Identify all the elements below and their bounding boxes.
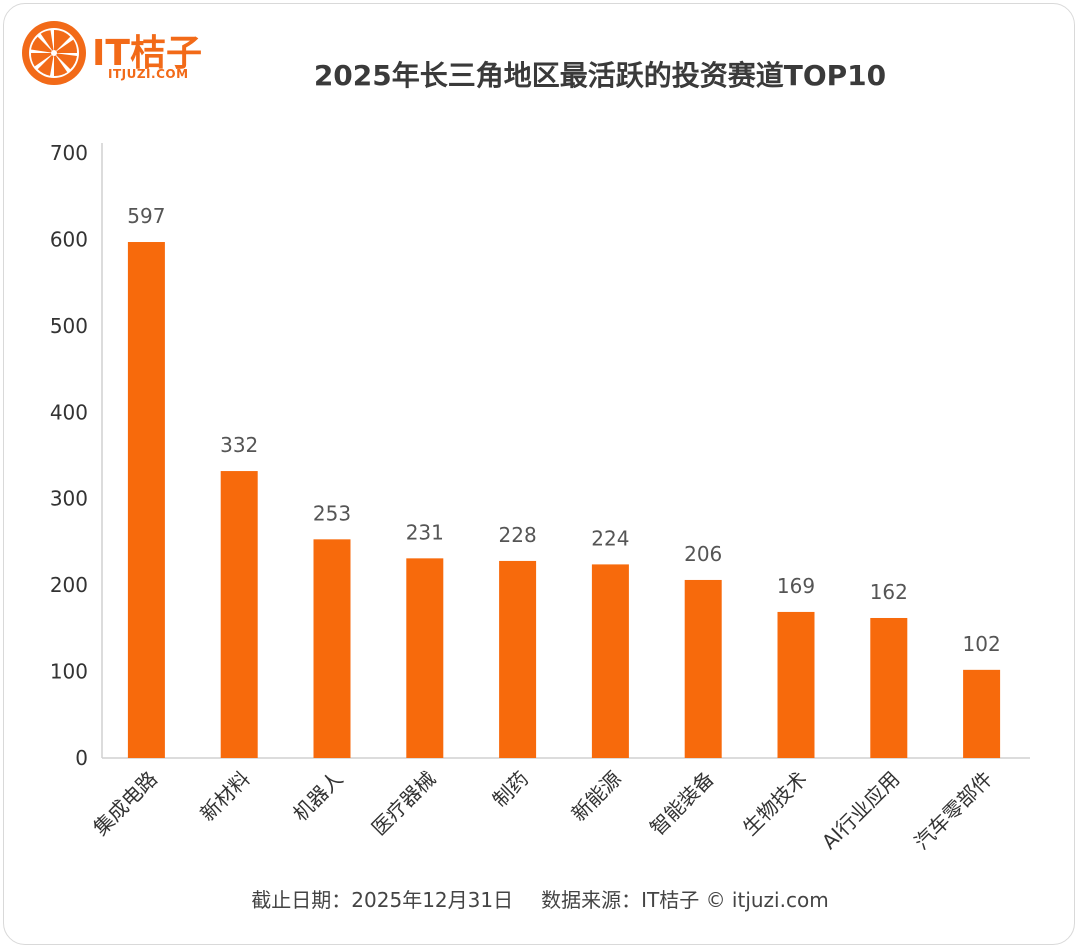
- data-label: 597: [127, 204, 165, 228]
- bar: [870, 617, 908, 758]
- brand-url: ITJUZI.COM: [108, 67, 189, 81]
- y-tick-label: 200: [50, 573, 88, 597]
- data-label: 206: [684, 542, 722, 566]
- bar: [220, 471, 258, 758]
- footer-source: 数据来源：IT桔子 © itjuzi.com: [541, 888, 829, 912]
- bar: [963, 669, 1001, 758]
- footer-date: 截止日期：2025年12月31日: [251, 888, 514, 912]
- x-tick-label: 新能源: [567, 767, 626, 826]
- bar: [313, 539, 351, 758]
- bar: [777, 611, 815, 758]
- data-label: 332: [220, 433, 258, 457]
- bar: [499, 560, 537, 758]
- x-tick-label: 汽车零部件: [909, 767, 997, 855]
- x-tick-label: 生物技术: [738, 767, 812, 841]
- chart-title: 2025年长三角地区最活跃的投资赛道TOP10: [313, 59, 887, 92]
- x-tick-label: 新材料: [195, 767, 254, 826]
- x-tick-label: 智能装备: [645, 767, 719, 841]
- data-label: 102: [963, 632, 1001, 656]
- y-tick-label: 400: [50, 400, 88, 424]
- orange-slice-icon: [22, 21, 86, 85]
- bar: [127, 242, 165, 758]
- bar: [684, 579, 722, 758]
- y-tick-label: 700: [50, 141, 88, 165]
- data-label: 162: [870, 580, 908, 604]
- x-tick-label: 制药: [488, 767, 533, 812]
- chart-footer: 截止日期：2025年12月31日 数据来源：IT桔子 © itjuzi.com: [0, 884, 1080, 913]
- x-tick-label: 机器人: [288, 767, 347, 826]
- y-tick-label: 600: [50, 227, 88, 251]
- data-label: 224: [591, 526, 629, 550]
- y-tick-label: 0: [75, 746, 88, 770]
- bar: [406, 558, 444, 758]
- bar: [591, 564, 629, 758]
- chart-card: [3, 3, 1075, 945]
- brand-name: IT桔子: [92, 33, 202, 74]
- y-tick-label: 100: [50, 660, 88, 684]
- x-tick-label: 医疗器械: [367, 767, 441, 841]
- data-label: 228: [499, 523, 537, 547]
- data-label: 253: [313, 501, 351, 525]
- brand-logo: IT桔子 ITJUZI.COM: [20, 18, 220, 88]
- y-tick-label: 500: [50, 314, 88, 338]
- data-label: 231: [406, 520, 444, 544]
- x-tick-label: 集成电路: [88, 767, 162, 841]
- x-tick-label: AI行业应用: [817, 767, 904, 854]
- data-label: 169: [777, 574, 815, 598]
- y-tick-label: 300: [50, 487, 88, 511]
